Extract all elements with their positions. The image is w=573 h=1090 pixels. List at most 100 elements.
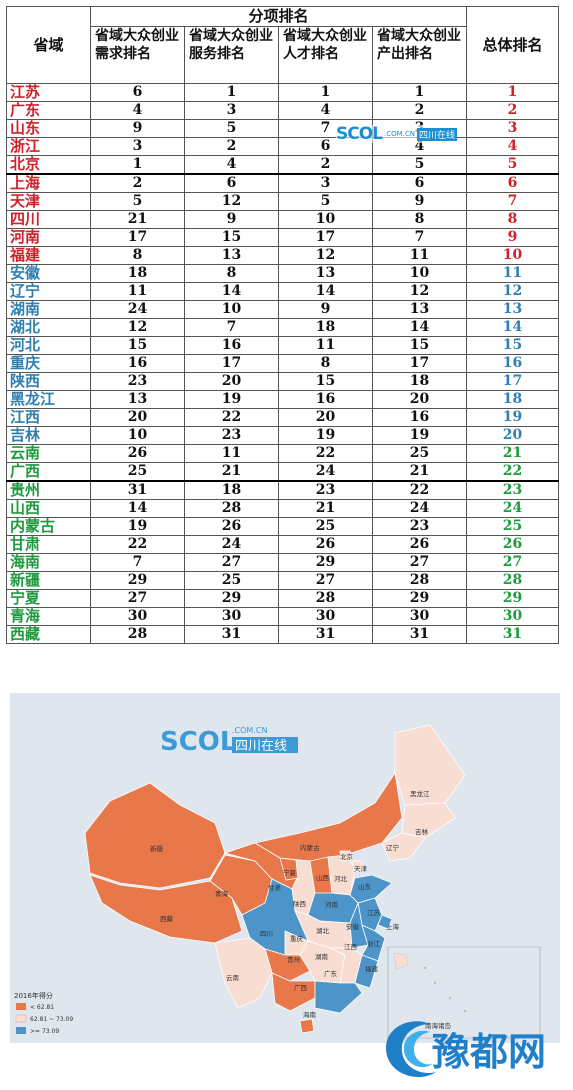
region-hainan <box>299 1018 315 1034</box>
cell-demand: 6 <box>90 83 185 102</box>
region-yunnan <box>214 937 273 1009</box>
table-row: 江苏 6 1 1 1 1 <box>6 83 560 102</box>
label-tianjin: 天津 <box>354 865 368 873</box>
cell-service: 28 <box>184 499 279 518</box>
label-heilongjiang: 黑龙江 <box>410 789 430 798</box>
cell-service: 6 <box>184 173 279 193</box>
cell-output: 31 <box>371 625 468 644</box>
cell-talent: 1 <box>278 83 373 102</box>
cell-demand: 18 <box>90 264 185 283</box>
cell-talent: 8 <box>278 354 373 373</box>
header-demand: 省域大众创业需求排名 <box>90 26 185 84</box>
cell-output: 16 <box>371 408 468 427</box>
table-row: 辽宁 11 14 14 12 12 <box>6 282 560 301</box>
header-group: 分项排名 <box>89 6 468 27</box>
cell-province: 福建 <box>6 246 91 265</box>
cell-demand: 3 <box>90 137 185 156</box>
scol-watermark: SCOL .COM.CN 四川在线 <box>336 124 458 144</box>
cell-service: 9 <box>184 210 279 229</box>
table-row: 海南 7 27 29 27 27 <box>6 553 560 572</box>
cell-demand: 25 <box>90 462 185 482</box>
cell-overall: 24 <box>466 499 560 518</box>
region-xizang <box>89 874 243 944</box>
cell-service: 1 <box>184 83 279 102</box>
region-beijing <box>339 850 353 862</box>
cell-output: 5 <box>371 155 468 175</box>
table-row: 北京 1 4 2 5 5 <box>6 155 560 175</box>
cell-service: 24 <box>184 535 279 554</box>
cell-overall: 30 <box>466 607 560 626</box>
cell-service: 29 <box>184 589 279 608</box>
cell-province: 上海 <box>6 173 91 193</box>
cell-output: 7 <box>371 228 468 247</box>
header-province: 省域 <box>6 6 91 84</box>
cell-overall: 22 <box>466 462 560 482</box>
cell-province: 陕西 <box>6 372 91 391</box>
label-shanxi: 山西 <box>316 873 330 882</box>
ranking-table: 省域 分项排名 总体排名 省域大众创业需求排名 省域大众创业服务排名 省域大众创… <box>6 6 560 644</box>
cell-service: 15 <box>184 228 279 247</box>
cell-overall: 28 <box>466 571 560 590</box>
label-xinjiang: 新疆 <box>150 844 164 853</box>
cell-talent: 18 <box>278 318 373 337</box>
cell-talent: 10 <box>278 210 373 229</box>
region-tianjin <box>351 860 363 872</box>
table-row: 天津 5 12 5 9 7 <box>6 192 560 211</box>
cell-output: 26 <box>371 535 468 554</box>
ranking-table-body: 江苏61111广东43422山东95733浙江32644北京14255上海263… <box>6 83 560 644</box>
table-row: 湖南 24 10 9 13 13 <box>6 300 560 319</box>
label-beijing: 北京 <box>340 852 354 861</box>
cell-talent: 11 <box>278 336 373 355</box>
cell-talent: 30 <box>278 607 373 626</box>
cell-province: 江西 <box>6 408 91 427</box>
cell-province: 河北 <box>6 336 91 355</box>
cell-overall: 4 <box>466 137 560 156</box>
label-shaanxi: 陕西 <box>293 899 307 908</box>
label-qinghai: 青海 <box>215 889 229 898</box>
cell-talent: 4 <box>278 101 373 120</box>
label-guangdong: 广东 <box>324 969 338 978</box>
cell-service: 18 <box>184 480 279 500</box>
cell-talent: 14 <box>278 282 373 301</box>
cell-overall: 23 <box>466 480 560 500</box>
label-guangxi: 广西 <box>294 983 308 992</box>
cell-output: 19 <box>371 426 468 445</box>
cell-talent: 26 <box>278 535 373 554</box>
cell-service: 20 <box>184 372 279 391</box>
cell-output: 6 <box>371 173 468 193</box>
cell-service: 22 <box>184 408 279 427</box>
cell-overall: 20 <box>466 426 560 445</box>
label-xizang: 西藏 <box>160 914 174 923</box>
ranking-table-container: 省域 分项排名 总体排名 省域大众创业需求排名 省域大众创业服务排名 省域大众创… <box>6 6 560 644</box>
label-fujian: 福建 <box>365 964 379 973</box>
cell-talent: 28 <box>278 589 373 608</box>
table-row: 浙江 3 2 6 4 4 <box>6 137 560 156</box>
cell-output: 30 <box>371 607 468 626</box>
region-liaoning <box>381 832 426 862</box>
cell-talent: 23 <box>278 480 373 500</box>
logo-swirl-icon <box>386 1021 436 1078</box>
cell-service: 17 <box>184 354 279 373</box>
cell-output: 17 <box>371 354 468 373</box>
cell-province: 河南 <box>6 228 91 247</box>
cell-output: 20 <box>371 390 468 409</box>
label-gansu: 甘肃 <box>268 883 282 892</box>
cell-province: 西藏 <box>6 625 91 644</box>
legend-low: < 62.81 <box>30 1004 54 1011</box>
legend-swatch-mid <box>15 1014 27 1023</box>
label-yunnan: 云南 <box>226 973 240 982</box>
cell-province: 湖南 <box>6 300 91 319</box>
table-row: 安徽 18 8 13 10 11 <box>6 264 560 283</box>
cell-service: 30 <box>184 607 279 626</box>
table-row: 陕西 23 20 15 18 17 <box>6 372 560 391</box>
header-talent: 省域大众创业人才排名 <box>278 26 373 84</box>
cell-talent: 16 <box>278 390 373 409</box>
cell-service: 14 <box>184 282 279 301</box>
cell-province: 广西 <box>6 462 91 482</box>
label-zhejiang: 浙江 <box>367 939 381 948</box>
header-overall: 总体排名 <box>466 6 560 84</box>
yudu-logo-svg: 豫都网 <box>386 1021 546 1078</box>
cell-demand: 29 <box>90 571 185 590</box>
cell-overall: 6 <box>466 173 560 193</box>
cell-talent: 13 <box>278 264 373 283</box>
